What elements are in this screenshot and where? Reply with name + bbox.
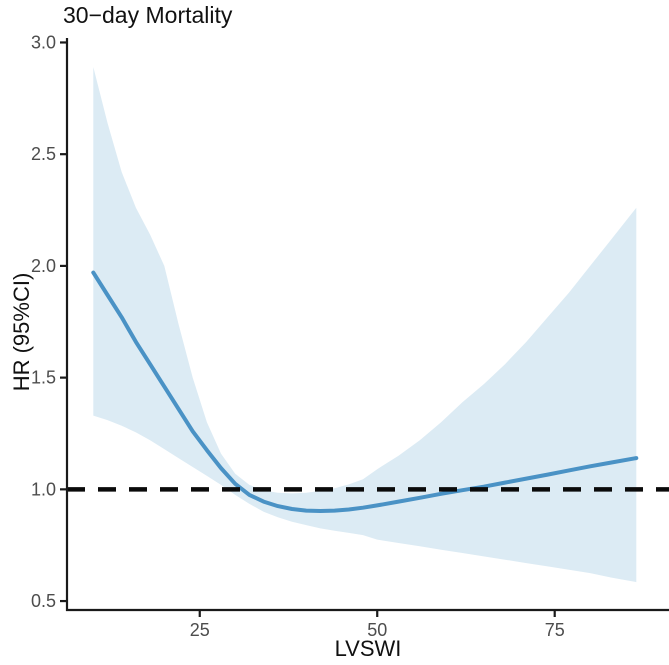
x-tick-label: 50	[367, 620, 387, 640]
x-tick-label: 75	[545, 620, 565, 640]
y-tick-label: 1.5	[31, 368, 56, 388]
x-axis-title: LVSWI	[334, 636, 402, 661]
y-tick-label: 3.0	[31, 32, 56, 52]
plot-title: 30−day Mortality	[63, 2, 233, 28]
y-tick-label: 0.5	[31, 591, 56, 611]
x-tick-label: 25	[190, 620, 210, 640]
y-tick-label: 2.0	[31, 256, 56, 276]
hr-curve	[91, 270, 639, 513]
y-tick-label: 1.0	[31, 479, 56, 499]
y-tick-label: 2.5	[31, 144, 56, 164]
confidence-band	[93, 67, 637, 583]
